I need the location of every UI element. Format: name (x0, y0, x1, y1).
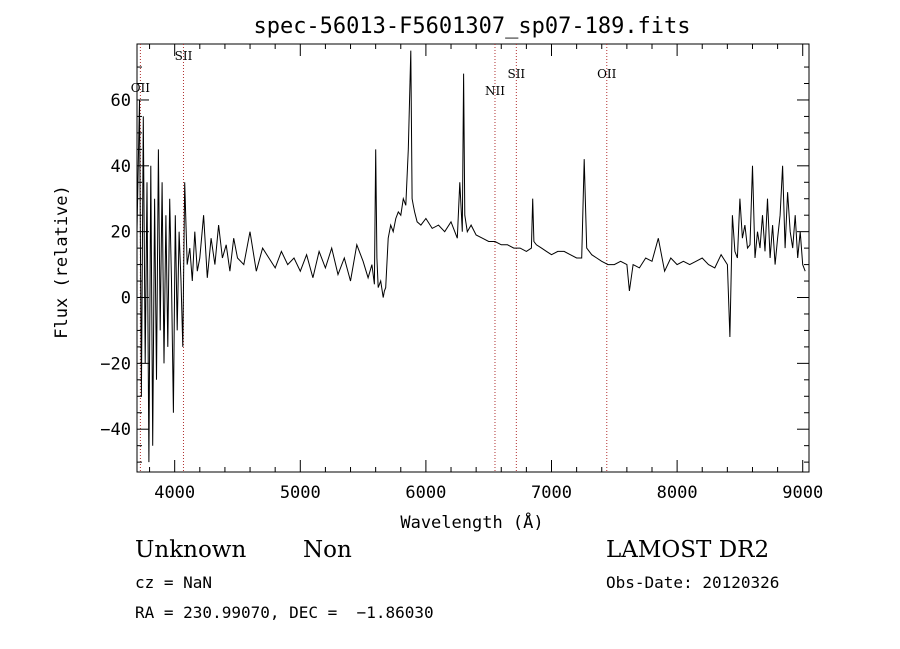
plot-frame (136, 43, 810, 473)
obs-date-text: Obs-Date: 20120326 (606, 573, 780, 592)
y-tick-label: 20 (111, 223, 131, 243)
y-tick-label: 40 (111, 157, 131, 177)
axis-ticks: 4000 5000 6000 7000 8000 9000 −40 −20 0 20 40 60 (100, 44, 823, 503)
x-tick-label: 6000 (405, 483, 446, 503)
line-marker-label: SII (175, 49, 193, 63)
subclass-label: Non (303, 537, 352, 563)
spectrum-series-line (136, 50, 806, 463)
y-tick-label: 0 (121, 289, 131, 309)
x-axis-label: Wavelength (Å) (400, 511, 543, 533)
y-tick-label: −40 (100, 420, 131, 440)
x-tick-label: 7000 (531, 483, 572, 503)
x-tick-label: 5000 (280, 483, 321, 503)
x-tick-label: 8000 (657, 483, 698, 503)
class-label: Unknown (135, 537, 247, 563)
x-tick-label: 4000 (154, 483, 195, 503)
x-tick-label: 9000 (782, 483, 823, 503)
line-marker-label: NII (485, 84, 505, 98)
line-marker-label: OII (597, 67, 617, 81)
line-marker-label: OII (131, 81, 151, 95)
y-tick-label: −20 (100, 354, 131, 374)
chart-title: spec-56013-F5601307_sp07-189.fits (253, 14, 690, 39)
redshift-text: cz = NaN (135, 573, 213, 592)
survey-label: LAMOST DR2 (606, 537, 770, 563)
y-tick-label: 60 (111, 91, 131, 111)
line-marker-label: SII (507, 67, 525, 81)
coordinates-text: RA = 230.99070, DEC = −1.86030 (135, 603, 434, 622)
y-axis-label: Flux (relative) (52, 185, 72, 339)
